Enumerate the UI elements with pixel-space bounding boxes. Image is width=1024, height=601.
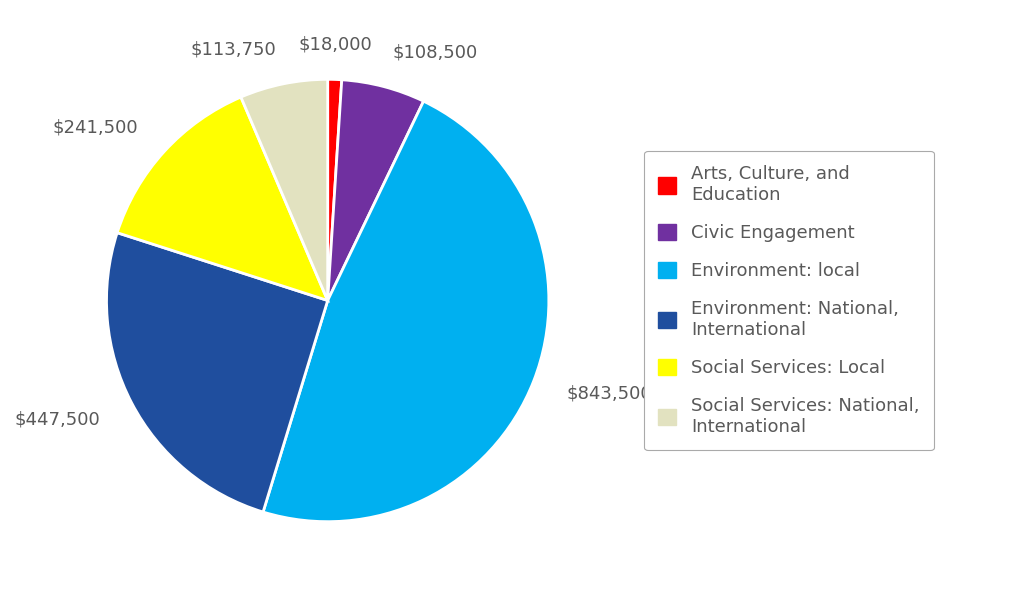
Text: $241,500: $241,500 (52, 118, 138, 136)
Wedge shape (106, 233, 328, 512)
Wedge shape (263, 101, 549, 522)
Wedge shape (328, 80, 424, 300)
Text: $113,750: $113,750 (190, 40, 276, 58)
Wedge shape (117, 97, 328, 300)
Wedge shape (241, 79, 328, 300)
Text: $108,500: $108,500 (392, 43, 478, 61)
Text: $18,000: $18,000 (299, 35, 373, 53)
Text: $447,500: $447,500 (14, 410, 100, 429)
Legend: Arts, Culture, and
Education, Civic Engagement, Environment: local, Environment:: Arts, Culture, and Education, Civic Enga… (644, 151, 934, 450)
Wedge shape (328, 79, 342, 300)
Text: $843,500: $843,500 (566, 385, 652, 403)
